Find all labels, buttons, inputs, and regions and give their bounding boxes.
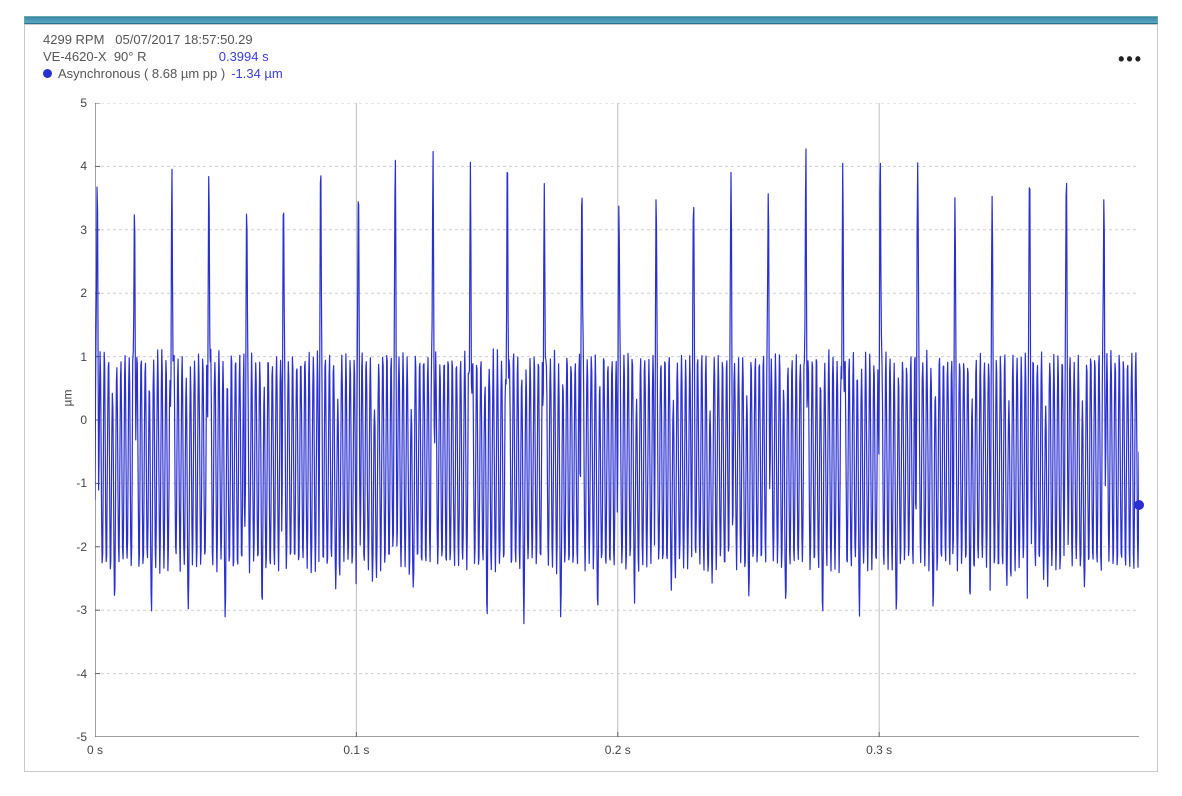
channel-label: VE-4620-X 90° R (43, 49, 146, 64)
cursor-time-value: 0.3994 s (219, 49, 269, 64)
y-tick-label: 0 (80, 413, 87, 427)
legend-series-label: Asynchronous ( 8.68 µm pp ) (58, 65, 225, 82)
y-tick-label: 2 (80, 286, 87, 300)
y-tick-label: 1 (80, 350, 87, 364)
y-tick-label: -2 (76, 540, 87, 554)
chart-metadata: 4299 RPM 05/07/2017 18:57:50.29 VE-4620-… (43, 31, 283, 82)
waveform-chart (95, 103, 1139, 737)
y-tick-label: 3 (80, 223, 87, 237)
x-tick-label: 0.2 s (605, 743, 631, 757)
window-titlebar (24, 16, 1158, 24)
chart-panel: 4299 RPM 05/07/2017 18:57:50.29 VE-4620-… (24, 24, 1158, 772)
y-tick-label: 4 (80, 159, 87, 173)
y-tick-label: -3 (76, 603, 87, 617)
x-tick-label: 0.1 s (343, 743, 369, 757)
rpm-label: 4299 RPM (43, 32, 104, 47)
meta-line-1: 4299 RPM 05/07/2017 18:57:50.29 (43, 31, 283, 48)
options-menu-button[interactable]: ••• (1118, 49, 1143, 70)
y-tick-label: 5 (80, 96, 87, 110)
app-frame: 4299 RPM 05/07/2017 18:57:50.29 VE-4620-… (0, 0, 1182, 796)
y-axis-label: µm (60, 390, 74, 407)
y-tick-label: -5 (76, 730, 87, 744)
legend-marker-icon (43, 69, 52, 78)
x-tick-label: 0 s (87, 743, 103, 757)
y-tick-label: -4 (76, 667, 87, 681)
legend-row: Asynchronous ( 8.68 µm pp ) -1.34 µm (43, 65, 283, 82)
legend-series-value: -1.34 µm (231, 65, 283, 82)
y-tick-label: -1 (76, 476, 87, 490)
timestamp-label: 05/07/2017 18:57:50.29 (115, 32, 252, 47)
x-tick-label: 0.3 s (866, 743, 892, 757)
plot-area[interactable]: -5-4-3-2-10123450 s0.1 s0.2 s0.3 s (95, 103, 1139, 737)
meta-line-2: VE-4620-X 90° R 0.3994 s (43, 48, 283, 65)
